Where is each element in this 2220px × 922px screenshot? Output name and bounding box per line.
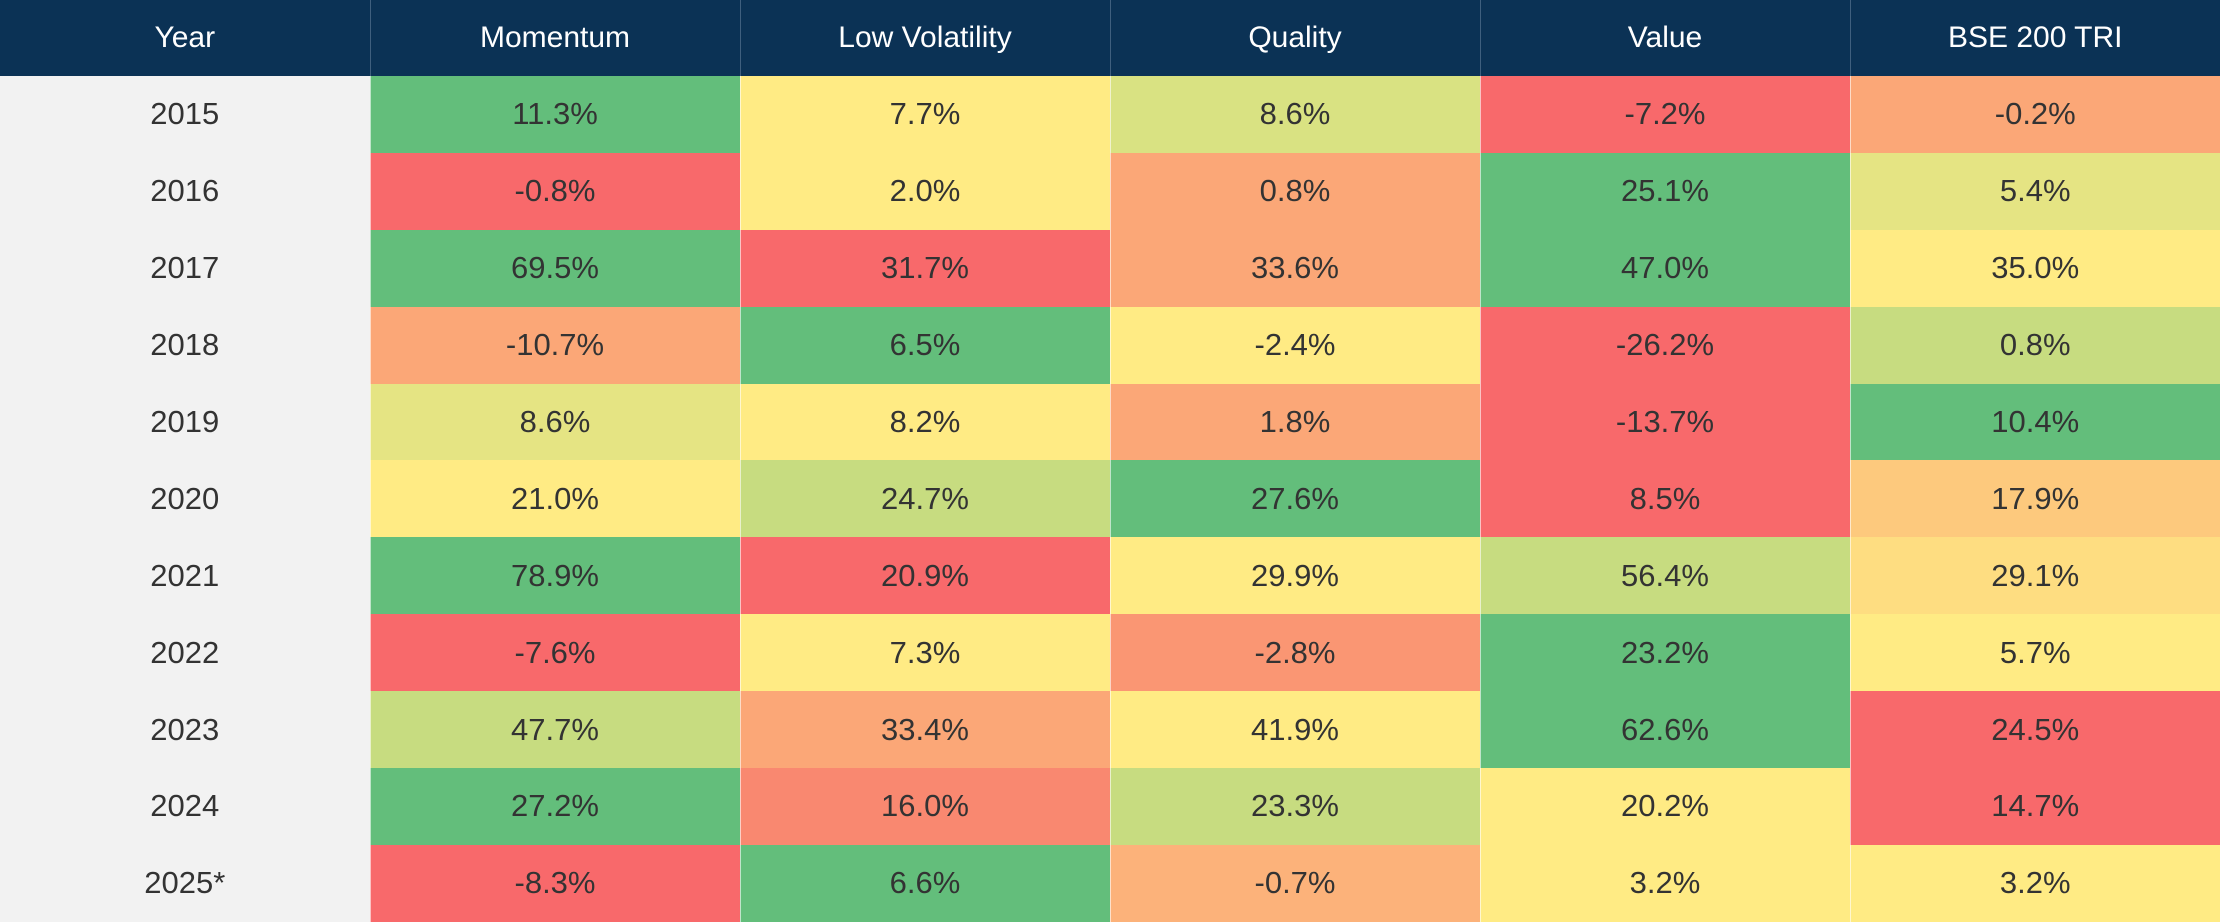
table-row: 2018 -10.7% 6.5% -2.4% -26.2% 0.8% [0, 306, 2220, 384]
bse-200-tri-value-cell: 35.0% [1849, 229, 2220, 307]
table-row: 2017 69.5% 31.7% 33.6% 47.0% 35.0% [0, 229, 2220, 307]
low-volatility-value-cell: 8.2% [739, 383, 1110, 461]
momentum-value-cell: 8.6% [369, 383, 740, 461]
low-volatility-value-cell: 7.7% [739, 76, 1110, 153]
header-momentum: Momentum [369, 0, 740, 76]
table-row: 2016 -0.8% 2.0% 0.8% 25.1% 5.4% [0, 152, 2220, 230]
bse-200-tri-value-cell: 5.7% [1849, 614, 2220, 692]
value-value-cell: -13.7% [1479, 383, 1850, 461]
momentum-value-cell: -10.7% [369, 306, 740, 384]
year-cell: 2024 [0, 768, 370, 845]
low-volatility-value-cell: 2.0% [739, 152, 1110, 230]
table-row: 2025* -8.3% 6.6% -0.7% 3.2% 3.2% [0, 844, 2220, 922]
momentum-value-cell: 11.3% [369, 76, 740, 153]
header-year: Year [0, 0, 370, 76]
year-cell: 2015 [0, 76, 370, 153]
bse-200-tri-value-cell: 24.5% [1849, 691, 2220, 769]
header-value: Value [1479, 0, 1850, 76]
low-volatility-value-cell: 6.5% [739, 306, 1110, 384]
year-cell: 2022 [0, 614, 370, 692]
quality-value-cell: -2.4% [1109, 306, 1480, 384]
value-value-cell: 47.0% [1479, 229, 1850, 307]
low-volatility-value-cell: 16.0% [739, 768, 1110, 845]
momentum-value-cell: 78.9% [369, 537, 740, 615]
table-row: 2021 78.9% 20.9% 29.9% 56.4% 29.1% [0, 537, 2220, 615]
quality-value-cell: 1.8% [1109, 383, 1480, 461]
momentum-value-cell: 47.7% [369, 691, 740, 769]
year-cell: 2016 [0, 152, 370, 230]
value-value-cell: 25.1% [1479, 152, 1850, 230]
momentum-value-cell: -8.3% [369, 844, 740, 922]
bse-200-tri-value-cell: 0.8% [1849, 306, 2220, 384]
value-value-cell: 3.2% [1479, 844, 1850, 922]
table-row: 2024 27.2% 16.0% 23.3% 20.2% 14.7% [0, 768, 2220, 845]
low-volatility-value-cell: 33.4% [739, 691, 1110, 769]
momentum-value-cell: 69.5% [369, 229, 740, 307]
bse-200-tri-value-cell: 10.4% [1849, 383, 2220, 461]
bse-200-tri-value-cell: 14.7% [1849, 768, 2220, 845]
quality-value-cell: -0.7% [1109, 844, 1480, 922]
momentum-value-cell: 21.0% [369, 460, 740, 538]
bse-200-tri-value-cell: 5.4% [1849, 152, 2220, 230]
value-value-cell: -26.2% [1479, 306, 1850, 384]
quality-value-cell: 23.3% [1109, 768, 1480, 845]
quality-value-cell: 8.6% [1109, 76, 1480, 153]
header-quality: Quality [1109, 0, 1480, 76]
year-cell: 2017 [0, 229, 370, 307]
low-volatility-value-cell: 20.9% [739, 537, 1110, 615]
header-low-volatility: Low Volatility [739, 0, 1110, 76]
value-value-cell: -7.2% [1479, 76, 1850, 153]
table-body: 2015 11.3% 7.7% 8.6% -7.2% -0.2% 2016 -0.8% 2.0%… [0, 76, 2220, 922]
value-value-cell: 8.5% [1479, 460, 1850, 538]
momentum-value-cell: -7.6% [369, 614, 740, 692]
year-cell: 2025* [0, 844, 370, 922]
year-cell: 2023 [0, 691, 370, 769]
low-volatility-value-cell: 31.7% [739, 229, 1110, 307]
table-row: 2015 11.3% 7.7% 8.6% -7.2% -0.2% [0, 76, 2220, 153]
header-row: Year Momentum Low Volatility Quality Val… [0, 0, 2220, 76]
year-cell: 2020 [0, 460, 370, 538]
quality-value-cell: 0.8% [1109, 152, 1480, 230]
table-row: 2023 47.7% 33.4% 41.9% 62.6% 24.5% [0, 691, 2220, 769]
quality-value-cell: 33.6% [1109, 229, 1480, 307]
quality-value-cell: 41.9% [1109, 691, 1480, 769]
quality-value-cell: -2.8% [1109, 614, 1480, 692]
bse-200-tri-value-cell: -0.2% [1849, 76, 2220, 153]
value-value-cell: 20.2% [1479, 768, 1850, 845]
table-row: 2019 8.6% 8.2% 1.8% -13.7% 10.4% [0, 383, 2220, 461]
low-volatility-value-cell: 24.7% [739, 460, 1110, 538]
low-volatility-value-cell: 6.6% [739, 844, 1110, 922]
momentum-value-cell: 27.2% [369, 768, 740, 845]
year-cell: 2021 [0, 537, 370, 615]
year-cell: 2019 [0, 383, 370, 461]
bse-200-tri-value-cell: 17.9% [1849, 460, 2220, 538]
momentum-value-cell: -0.8% [369, 152, 740, 230]
table-row: 2022 -7.6% 7.3% -2.8% 23.2% 5.7% [0, 614, 2220, 692]
bse-200-tri-value-cell: 3.2% [1849, 844, 2220, 922]
year-cell: 2018 [0, 306, 370, 384]
value-value-cell: 62.6% [1479, 691, 1850, 769]
quality-value-cell: 27.6% [1109, 460, 1480, 538]
bse-200-tri-value-cell: 29.1% [1849, 537, 2220, 615]
quality-value-cell: 29.9% [1109, 537, 1480, 615]
header-bse-200-tri: BSE 200 TRI [1849, 0, 2220, 76]
value-value-cell: 56.4% [1479, 537, 1850, 615]
table-row: 2020 21.0% 24.7% 27.6% 8.5% 17.9% [0, 460, 2220, 538]
value-value-cell: 23.2% [1479, 614, 1850, 692]
low-volatility-value-cell: 7.3% [739, 614, 1110, 692]
